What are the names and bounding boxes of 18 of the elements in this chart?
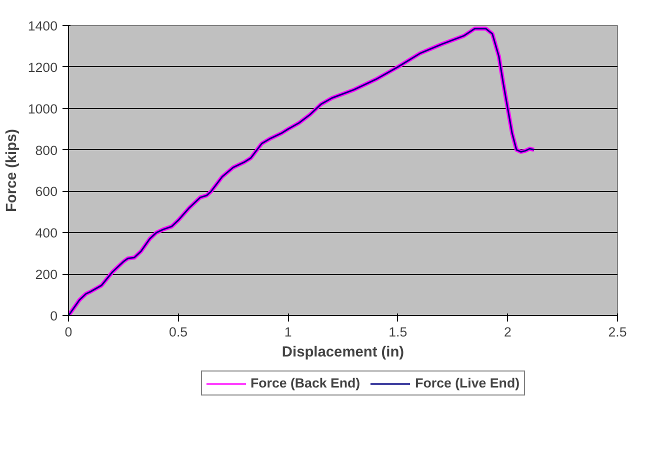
y-axis-title: Force (kips) bbox=[4, 128, 20, 212]
y-tick-label: 1400 bbox=[28, 18, 58, 34]
x-tick-label: 2 bbox=[504, 324, 512, 340]
legend-label: Force (Live End) bbox=[415, 376, 520, 390]
legend-label: Force (Back End) bbox=[250, 376, 360, 390]
y-tick-label: 1200 bbox=[28, 60, 58, 75]
y-tick-label: 400 bbox=[35, 226, 58, 241]
y-tick-label: 600 bbox=[35, 184, 58, 200]
x-tick-label: 1.5 bbox=[388, 324, 408, 340]
x-tick-label: 2.5 bbox=[608, 324, 627, 340]
y-tick-label: 200 bbox=[35, 267, 58, 282]
y-tick-label: 0 bbox=[50, 308, 58, 324]
y-tick-label: 1000 bbox=[28, 101, 58, 116]
y-tick-label: 800 bbox=[35, 142, 58, 158]
x-tick-label: 0 bbox=[64, 324, 72, 340]
x-tick-label: 1 bbox=[284, 324, 292, 340]
x-tick-label: 0.5 bbox=[169, 324, 188, 340]
x-axis-title: Displacement (in) bbox=[282, 344, 404, 360]
